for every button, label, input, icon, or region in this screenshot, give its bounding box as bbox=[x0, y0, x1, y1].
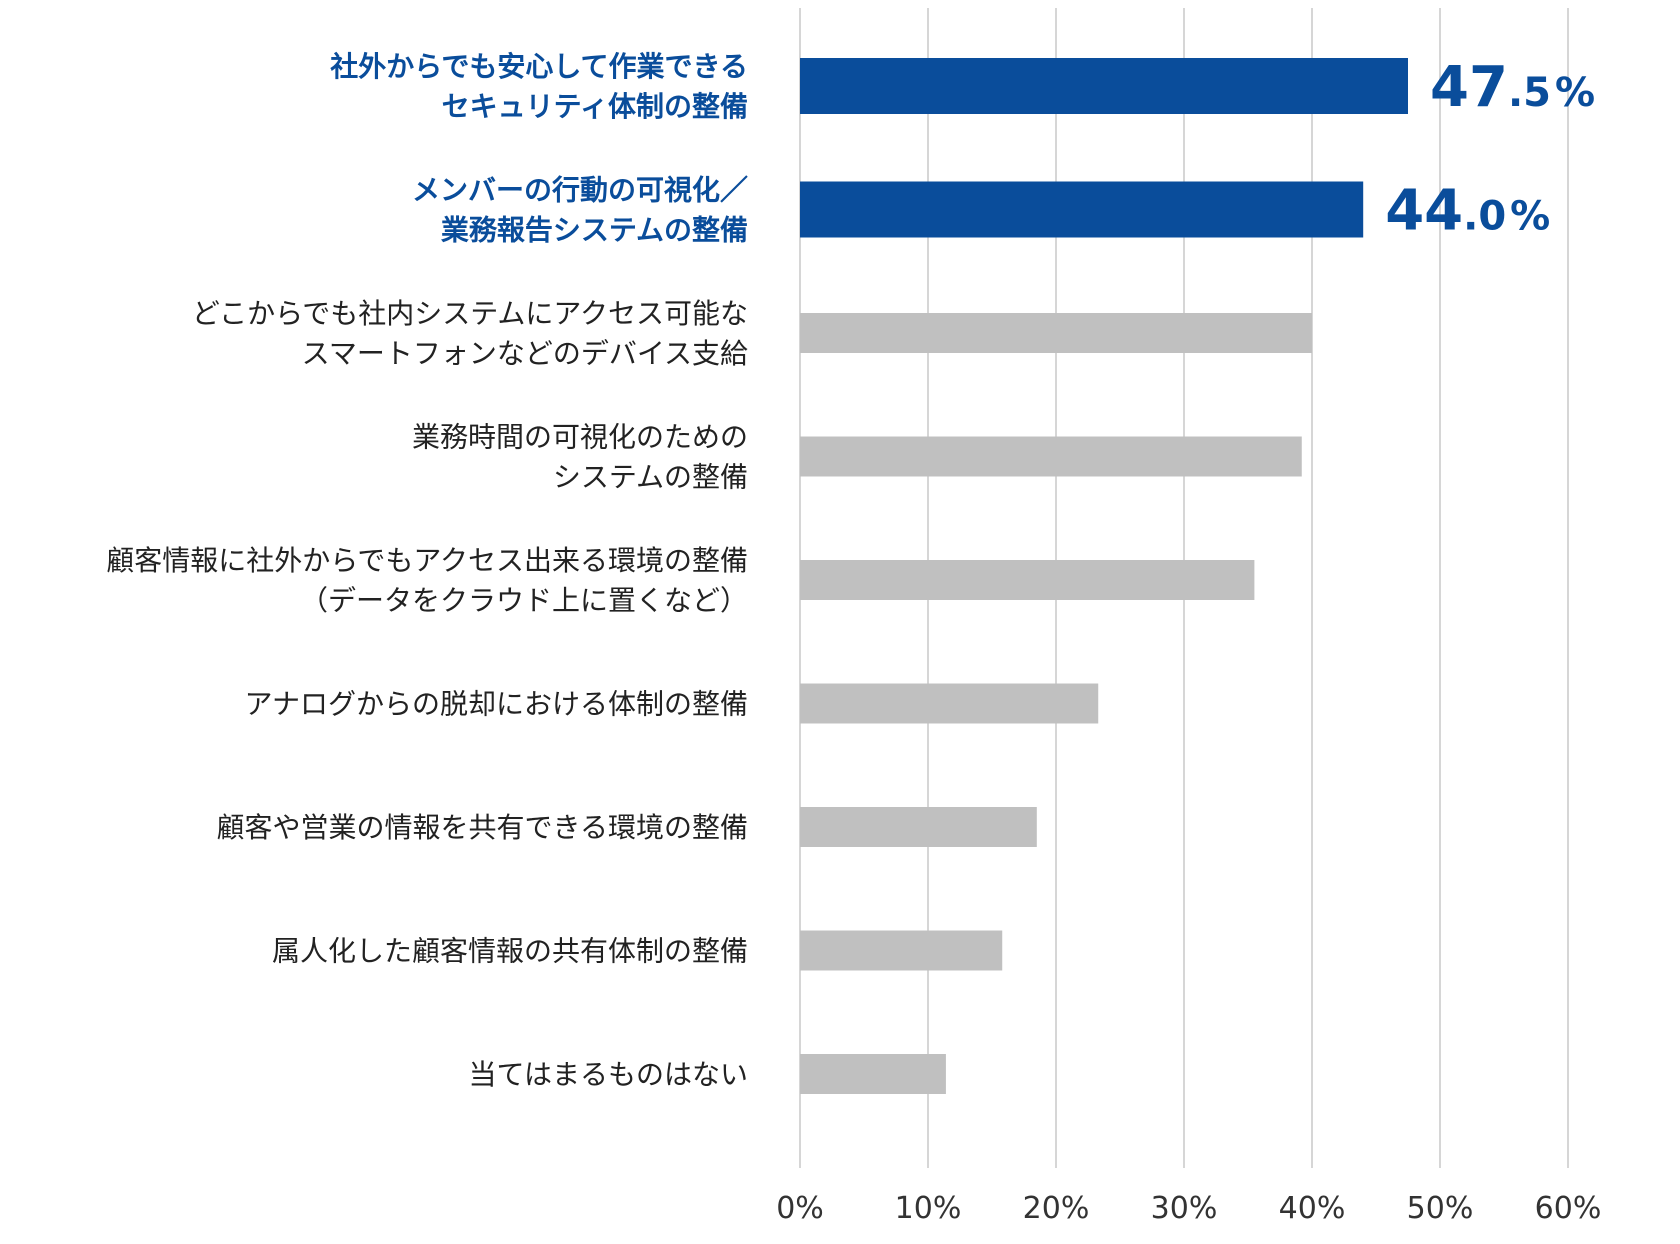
category-label: どこからでも社内システムにアクセス可能な bbox=[192, 297, 748, 330]
x-tick-label: 30% bbox=[1151, 1191, 1218, 1226]
x-tick-label: 60% bbox=[1535, 1191, 1602, 1226]
data-label: 44.0% bbox=[1385, 179, 1550, 244]
bars bbox=[800, 58, 1408, 1094]
x-axis-ticks: 0% 10% 20% 30% 40% 50% 60% bbox=[776, 1191, 1601, 1226]
category-label: 業務時間の可視化のための bbox=[412, 421, 748, 454]
x-tick-label: 0% bbox=[776, 1191, 824, 1226]
category-label: 顧客情報に社外からでもアクセス出来る環境の整備 bbox=[106, 544, 748, 577]
bar bbox=[800, 560, 1255, 600]
category-label: （データをクラウド上に置くなど） bbox=[300, 584, 748, 617]
bar bbox=[800, 181, 1364, 238]
bar bbox=[800, 683, 1099, 724]
value-labels: 47.5 % 44.0% bbox=[1385, 55, 1595, 244]
x-tick-label: 50% bbox=[1407, 1191, 1474, 1226]
x-tick-label: 10% bbox=[895, 1191, 962, 1226]
category-label: 社外からでも安心して作業できる bbox=[330, 50, 748, 83]
category-label: 顧客や営業の情報を共有できる環境の整備 bbox=[217, 811, 748, 844]
category-label: セキュリティ体制の整備 bbox=[442, 90, 748, 123]
category-label: システムの整備 bbox=[553, 461, 748, 494]
x-tick-label: 20% bbox=[1023, 1191, 1090, 1226]
category-label: 当てはまるものはない bbox=[469, 1058, 748, 1091]
category-label: 属人化した顧客情報の共有体制の整備 bbox=[272, 935, 748, 968]
bar bbox=[800, 313, 1312, 353]
category-label: アナログからの脱却における体制の整備 bbox=[245, 688, 748, 721]
category-label: スマートフォンなどのデバイス支給 bbox=[302, 337, 748, 370]
bar bbox=[800, 807, 1037, 847]
data-label: 47.5% bbox=[1430, 55, 1595, 120]
bar bbox=[800, 930, 1003, 971]
x-tick-label: 40% bbox=[1279, 1191, 1346, 1226]
bar bbox=[800, 436, 1302, 477]
category-label: メンバーの行動の可視化／ bbox=[412, 174, 748, 207]
category-label: 業務報告システムの整備 bbox=[441, 214, 748, 247]
bar bbox=[800, 58, 1408, 114]
bar bbox=[800, 1054, 946, 1094]
